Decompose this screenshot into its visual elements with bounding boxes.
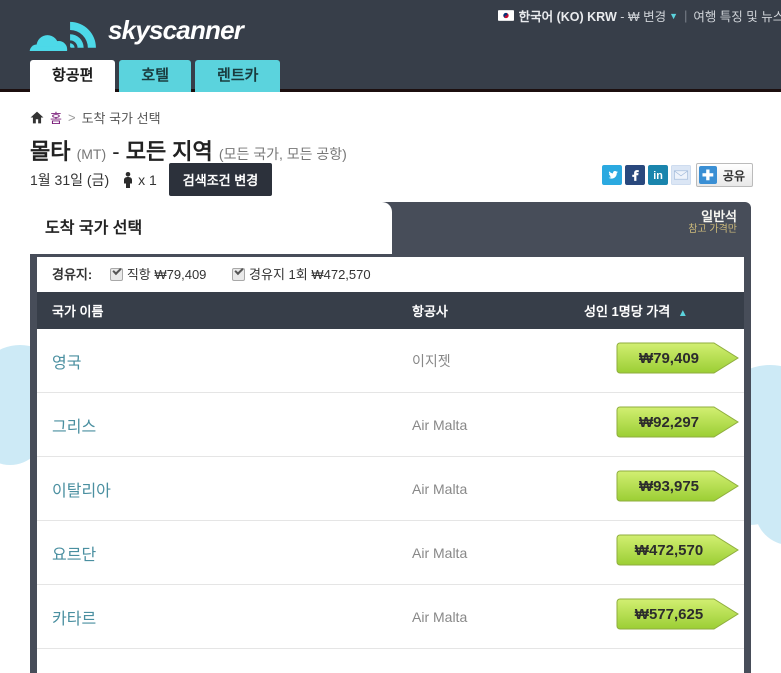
svg-text:in: in [653, 170, 663, 182]
